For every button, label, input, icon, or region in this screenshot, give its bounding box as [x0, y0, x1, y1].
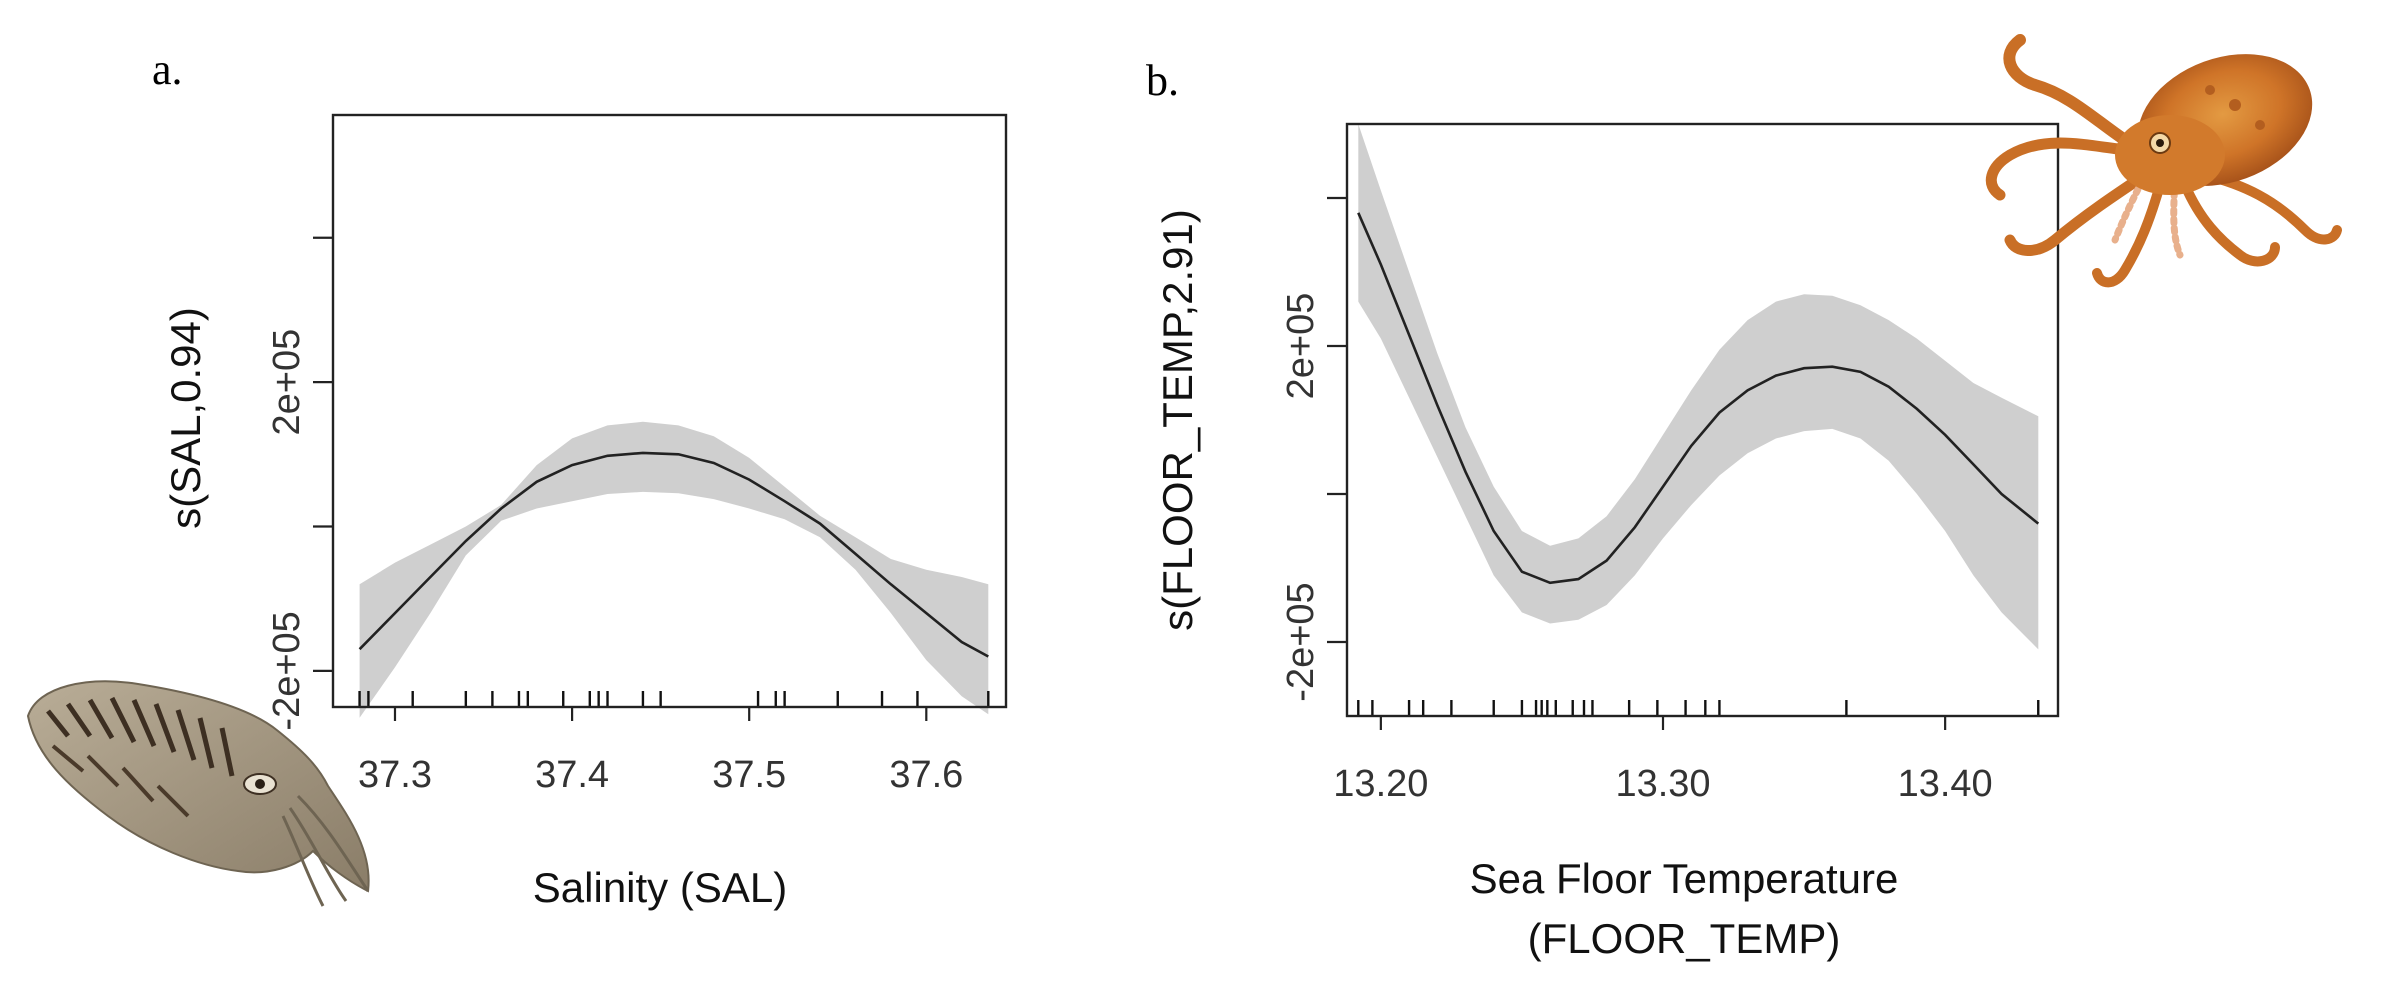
fit-line-path [358, 451, 989, 658]
fit-line [1357, 212, 2040, 585]
x-tick-label: 37.6 [889, 754, 963, 796]
x-tick-label: 13.30 [1615, 763, 1710, 805]
y-axis-title: s(FLOOR_TEMP,2.91) [1154, 209, 1201, 631]
x-tick-label: 37.5 [712, 754, 786, 796]
x-tick-label: 37.3 [358, 754, 432, 796]
cuttlefish-illustration [26, 680, 370, 907]
x-axis-title-line-1: Sea Floor Temperature [1470, 855, 1899, 902]
x-axis-title: Salinity (SAL) [533, 864, 787, 911]
fit-line-path [1357, 212, 2040, 585]
y-axis: -2e+05 2e+05 [1280, 196, 1347, 702]
panel-b-label: b. [1146, 56, 1179, 105]
y-axis: -2e+05 2e+05 [266, 236, 333, 731]
y-tick-label: 2e+05 [1280, 293, 1322, 400]
y-tick-label: 2e+05 [266, 329, 308, 436]
plot-frame [331, 113, 1008, 709]
confidence-band-area [359, 421, 989, 718]
confidence-band [359, 421, 989, 718]
rug-marks [358, 691, 990, 707]
panel-a: a. 37.3 37.4 37.5 37.6 -2e+05 2e+05 Salinity… [152, 45, 1008, 911]
x-tick-label: 37.4 [535, 754, 609, 796]
x-tick-label: 13.20 [1333, 763, 1428, 805]
fit-line [358, 451, 989, 658]
panel-b: b. 13.20 13.30 13.40 -2e+05 2e+05 Sea Floor… [1146, 56, 2060, 962]
confidence-band [1358, 124, 2039, 650]
panel-a-label: a. [152, 45, 183, 94]
y-tick-label: -2e+05 [266, 611, 308, 730]
x-axis: 37.3 37.4 37.5 37.6 [358, 707, 963, 796]
x-axis: 13.20 13.30 13.40 [1333, 716, 1993, 805]
confidence-band-area [1358, 124, 2039, 650]
octopus-illustration [1985, 34, 2342, 288]
x-axis-title-line-2: (FLOOR_TEMP) [1528, 915, 1841, 962]
y-axis-title: s(SAL,0.94) [162, 307, 209, 529]
rug-marks [1357, 700, 2040, 716]
plot-frame [1345, 122, 2060, 718]
x-tick-label: 13.40 [1898, 763, 1993, 805]
y-tick-label: -2e+05 [1280, 582, 1322, 701]
